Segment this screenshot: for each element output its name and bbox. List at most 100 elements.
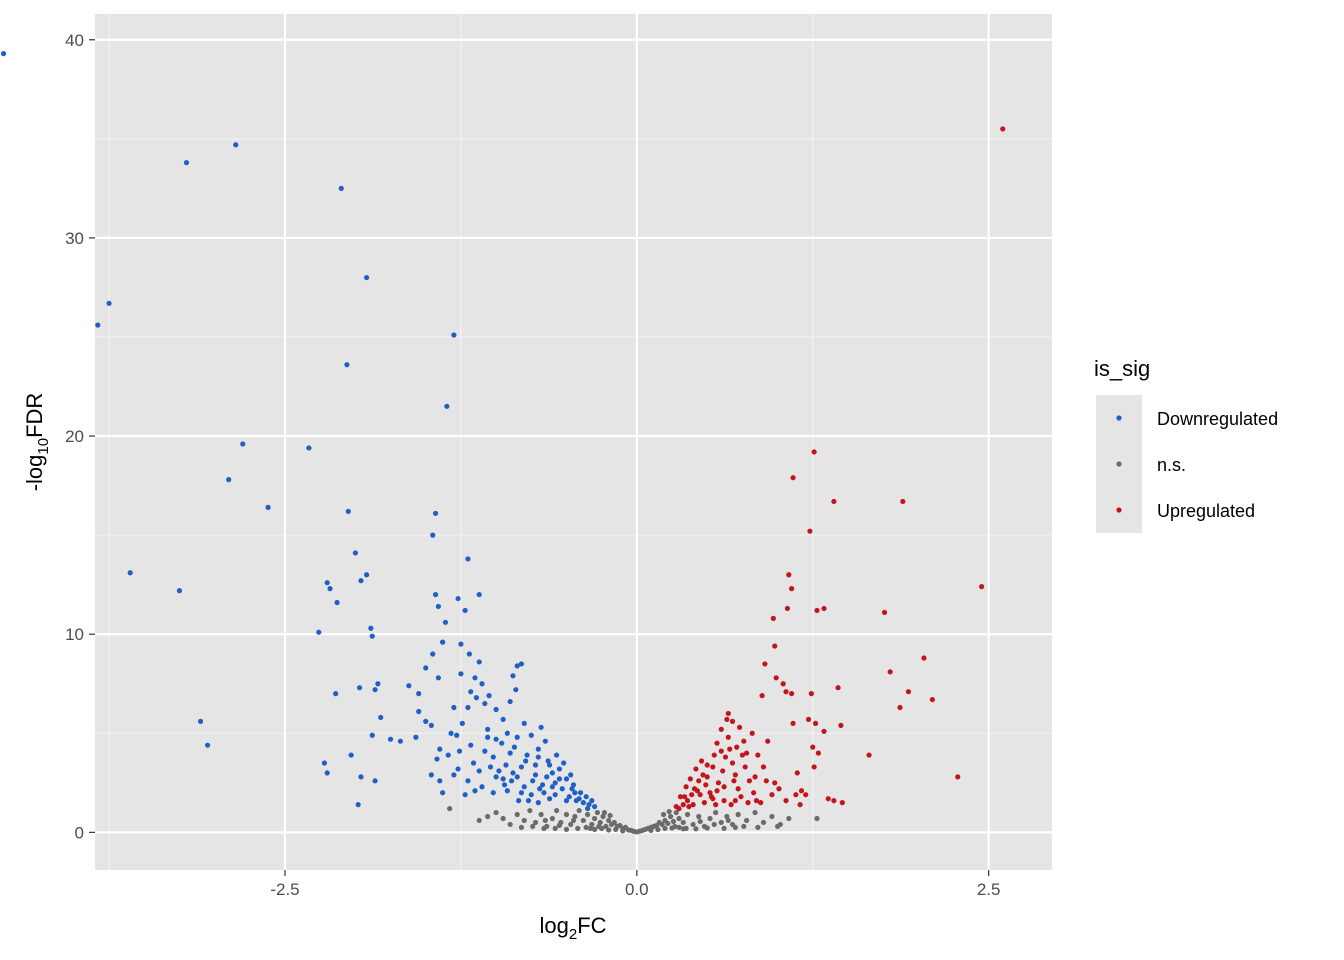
point-downregulated <box>356 685 363 691</box>
point-downregulated <box>507 750 513 756</box>
point-downregulated <box>504 730 510 736</box>
point-upregulated <box>707 790 713 796</box>
point-downregulated <box>468 742 474 748</box>
point-ns <box>521 817 527 824</box>
point-downregulated <box>518 661 525 667</box>
point-downregulated <box>423 718 429 724</box>
point-downregulated <box>324 770 330 776</box>
point-downregulated <box>455 766 461 772</box>
point-upregulated <box>677 794 684 800</box>
point-upregulated <box>696 778 702 784</box>
legend: is_sig Downregulated n.s. Upregulated <box>1094 356 1278 533</box>
point-ns <box>660 811 667 818</box>
point-downregulated <box>535 754 541 760</box>
point-upregulated <box>742 764 748 770</box>
point-upregulated <box>732 772 738 778</box>
point-upregulated <box>728 802 734 808</box>
x-axis-title-base: log <box>539 913 568 938</box>
grid-lines <box>95 14 1052 870</box>
point-downregulated <box>233 142 239 148</box>
point-ns <box>690 821 696 828</box>
point-upregulated <box>734 744 740 750</box>
point-upregulated <box>683 784 689 790</box>
point-downregulated <box>378 714 384 721</box>
point-downregulated <box>577 790 584 796</box>
point-downregulated <box>537 786 543 792</box>
point-downregulated <box>563 776 570 782</box>
point-downregulated <box>437 778 443 784</box>
point-downregulated <box>338 185 344 191</box>
point-downregulated <box>432 591 439 598</box>
point-downregulated <box>476 768 482 774</box>
point-ns <box>570 817 577 824</box>
point-downregulated <box>358 578 364 584</box>
x-tick-label: -2.5 <box>270 880 299 899</box>
point-downregulated <box>568 772 574 778</box>
point-upregulated <box>769 792 775 798</box>
point-upregulated <box>735 786 741 792</box>
point-downregulated <box>485 734 491 740</box>
point-upregulated <box>835 685 841 691</box>
point-downregulated <box>176 588 183 594</box>
point-ns <box>676 824 682 831</box>
point-ns <box>597 819 603 826</box>
point-ns <box>507 821 513 828</box>
point-ns <box>596 823 602 830</box>
point-ns <box>724 813 730 820</box>
point-downregulated <box>493 706 499 713</box>
point-downregulated <box>448 730 454 736</box>
point-downregulated <box>473 695 479 701</box>
point-upregulated <box>673 803 679 810</box>
point-downregulated <box>479 784 485 790</box>
point-ns <box>527 807 533 814</box>
point-downregulated <box>476 591 482 598</box>
point-upregulated <box>722 754 729 760</box>
point-upregulated <box>749 730 755 736</box>
point-downregulated <box>508 778 515 784</box>
point-downregulated <box>589 798 595 804</box>
point-upregulated <box>700 772 706 778</box>
point-upregulated <box>755 752 761 758</box>
point-upregulated <box>752 774 758 780</box>
legend-swatch-ns <box>1116 461 1122 467</box>
point-downregulated <box>369 633 375 639</box>
point-downregulated <box>197 718 204 724</box>
point-ns <box>514 811 520 818</box>
point-downregulated <box>468 689 474 695</box>
point-downregulated <box>514 774 520 780</box>
point-ns <box>680 819 686 826</box>
point-upregulated <box>955 774 961 780</box>
point-upregulated <box>812 720 819 726</box>
y-tick-label: 10 <box>65 625 84 644</box>
point-downregulated <box>566 794 572 800</box>
point-downregulated <box>490 790 496 796</box>
point-downregulated <box>521 784 527 790</box>
point-downregulated <box>523 758 529 764</box>
x-axis-title-subscript: 2 <box>569 926 577 943</box>
point-upregulated <box>703 782 709 788</box>
point-ns <box>592 815 598 822</box>
point-downregulated <box>535 800 541 806</box>
point-upregulated <box>897 704 903 711</box>
point-downregulated <box>507 698 513 705</box>
point-downregulated <box>454 732 460 738</box>
point-downregulated <box>511 744 517 750</box>
point-upregulated <box>794 770 800 776</box>
point-downregulated <box>576 796 582 802</box>
y-tick-label: 30 <box>65 229 84 248</box>
point-upregulated <box>808 691 814 697</box>
point-downregulated <box>432 510 439 516</box>
point-downregulated <box>428 722 434 728</box>
point-ns <box>814 815 820 822</box>
x-axis: -2.5 0.0 2.5 <box>270 870 1000 899</box>
point-ns <box>530 823 536 830</box>
point-downregulated <box>516 798 522 804</box>
point-upregulated <box>687 776 693 782</box>
point-upregulated <box>714 740 720 746</box>
point-downregulated <box>542 738 548 744</box>
point-downregulated <box>472 788 478 794</box>
point-ns <box>563 811 570 818</box>
point-upregulated <box>831 498 837 505</box>
point-downregulated <box>204 742 211 748</box>
point-upregulated <box>724 716 730 723</box>
